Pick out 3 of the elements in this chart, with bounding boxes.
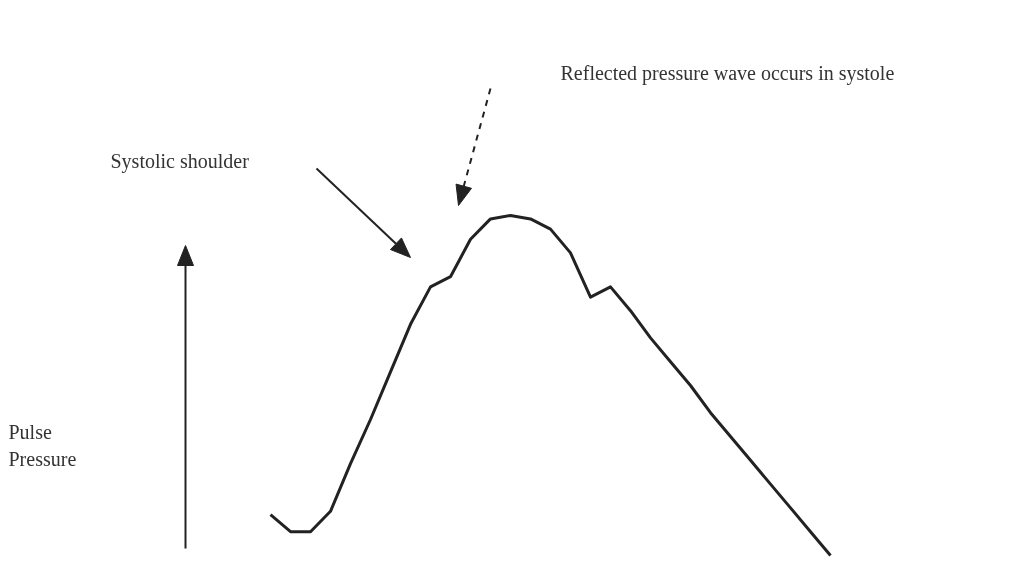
text: Pulse Pressure [8,421,77,470]
text: Reflected pressure wave occurs in systole [560,61,895,85]
text: Systolic shoulder [110,149,250,173]
